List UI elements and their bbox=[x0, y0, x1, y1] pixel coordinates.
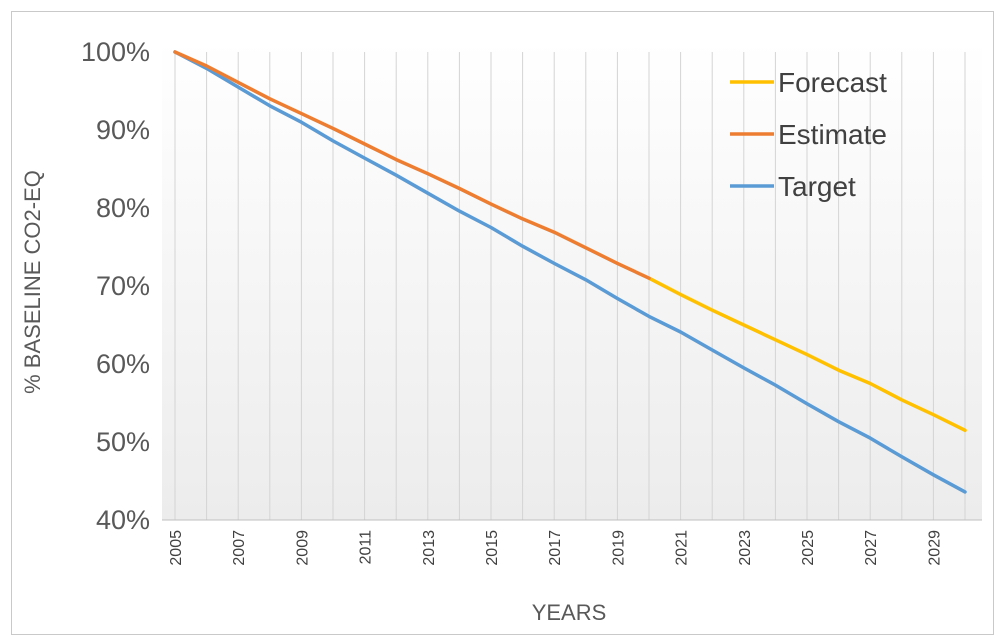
x-tick-label: 2013 bbox=[421, 530, 438, 566]
x-tick-label: 2019 bbox=[610, 530, 627, 566]
legend-label-estimate: Estimate bbox=[778, 119, 887, 150]
y-tick-label: 50% bbox=[96, 427, 150, 457]
x-tick-label: 2027 bbox=[863, 530, 880, 566]
series-line-forecast bbox=[647, 276, 967, 433]
y-tick-label: 100% bbox=[81, 37, 150, 67]
x-tick-label: 2029 bbox=[926, 530, 943, 566]
grid-lines bbox=[174, 52, 966, 520]
x-tick-label: 2007 bbox=[231, 530, 248, 566]
line-chart: 100% 90% 80% 70% 60% 50% 40% 2005 2007 2009 2011 20… bbox=[20, 37, 982, 625]
y-tick-label: 40% bbox=[96, 505, 150, 535]
y-axis-title: % BASELINE CO2-EQ bbox=[20, 170, 45, 394]
chart-frame: 100% 90% 80% 70% 60% 50% 40% 2005 2007 2009 2011 20… bbox=[11, 11, 994, 635]
legend-label-forecast: Forecast bbox=[778, 67, 887, 98]
x-tick-label: 2015 bbox=[484, 530, 501, 566]
x-tick-label: 2005 bbox=[168, 530, 185, 566]
series-lines bbox=[173, 50, 967, 494]
tick-labels: 100% 90% 80% 70% 60% 50% 40% 2005 2007 2009 2011 20… bbox=[81, 37, 943, 566]
x-tick-label: 2017 bbox=[547, 530, 564, 566]
x-tick-label: 2025 bbox=[800, 530, 817, 566]
y-tick-label: 60% bbox=[96, 349, 150, 379]
x-axis-title: YEARS bbox=[532, 600, 607, 625]
x-tick-label: 2021 bbox=[674, 530, 691, 566]
series-line-target bbox=[173, 50, 967, 494]
x-tick-label: 2011 bbox=[358, 530, 375, 565]
legend-label-target: Target bbox=[778, 171, 856, 202]
legend: Forecast Estimate Target bbox=[730, 67, 887, 202]
series-line-estimate bbox=[173, 50, 651, 280]
x-tick-label: 2009 bbox=[294, 530, 311, 566]
x-tick-label: 2023 bbox=[737, 530, 754, 566]
y-tick-label: 70% bbox=[96, 271, 150, 301]
y-tick-label: 90% bbox=[96, 115, 150, 145]
y-tick-label: 80% bbox=[96, 193, 150, 223]
